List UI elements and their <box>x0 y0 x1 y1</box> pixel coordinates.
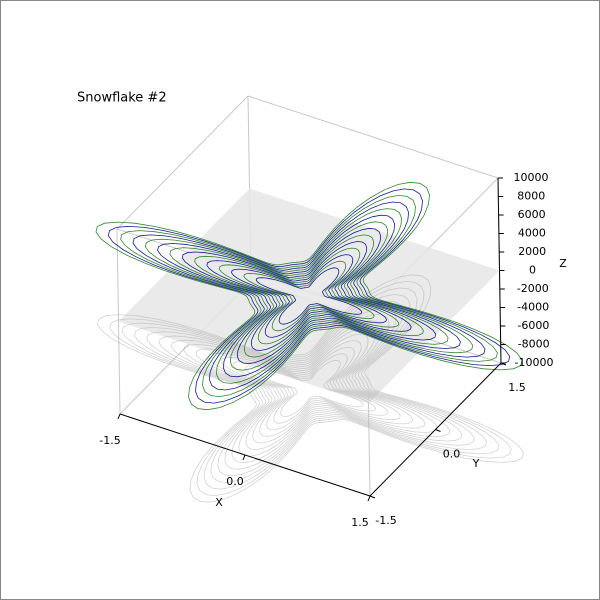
z-tick-label: 4000 <box>518 227 546 240</box>
y-tick-label: 0.0 <box>443 448 461 461</box>
contour-line <box>157 214 461 378</box>
plane <box>118 188 500 404</box>
contour-line <box>195 326 426 451</box>
y-tick <box>369 495 376 499</box>
contour-line <box>120 194 498 398</box>
x-tick-label: 1.5 <box>351 516 369 529</box>
box-edge <box>116 95 249 230</box>
contour-line <box>132 201 486 391</box>
contour-line <box>97 274 524 503</box>
contour-line <box>206 241 412 351</box>
contour-line <box>231 254 387 338</box>
x-tick <box>367 495 371 502</box>
z-tick-label: -10000 <box>515 356 554 369</box>
contour-line <box>144 208 474 384</box>
chart-title: Snowflake #2 <box>77 91 167 106</box>
contour-line <box>194 234 424 358</box>
x-axis-label: X <box>215 496 223 509</box>
contour-line <box>207 333 414 444</box>
contour-line <box>134 294 487 483</box>
z-tick-label: -6000 <box>517 319 549 332</box>
z-axis-label: Z <box>559 257 567 270</box>
z-tick-label: -8000 <box>518 338 550 351</box>
x-tick-label: 0.0 <box>226 475 244 488</box>
x-tick <box>242 454 246 461</box>
x-tick-label: -1.5 <box>99 434 120 447</box>
contour-line <box>220 340 401 437</box>
y-tick <box>435 429 441 432</box>
contour-line <box>121 287 500 490</box>
z-tick-label: -2000 <box>517 282 549 295</box>
z-tick-label: -4000 <box>517 301 549 314</box>
y-tick-label: 1.5 <box>508 381 526 394</box>
contour-line <box>107 188 511 404</box>
contour-line <box>181 227 437 365</box>
contour-line <box>257 359 364 418</box>
contour-line <box>243 260 375 332</box>
contour-line <box>183 320 438 457</box>
y-tick-label: -1.5 <box>375 514 396 527</box>
contour-line <box>169 221 449 371</box>
z-tick-label: 0 <box>529 264 536 277</box>
x-tick <box>117 413 121 420</box>
z-tick-label: 2000 <box>518 245 546 258</box>
contour-line <box>95 181 523 411</box>
contour-line <box>255 267 363 325</box>
contour-line <box>109 280 512 497</box>
contour-line <box>158 307 463 470</box>
contour-line <box>218 247 400 345</box>
contour-line <box>232 346 389 431</box>
y-axis-label: Y <box>472 457 480 470</box>
contour-line <box>244 353 377 424</box>
z-tick-label: 6000 <box>518 208 546 221</box>
contour-line <box>146 300 475 477</box>
z-tick-label: 10000 <box>514 171 549 184</box>
box-edge <box>247 95 499 179</box>
z-tick-label: 8000 <box>517 190 545 203</box>
contour-line <box>170 313 451 464</box>
